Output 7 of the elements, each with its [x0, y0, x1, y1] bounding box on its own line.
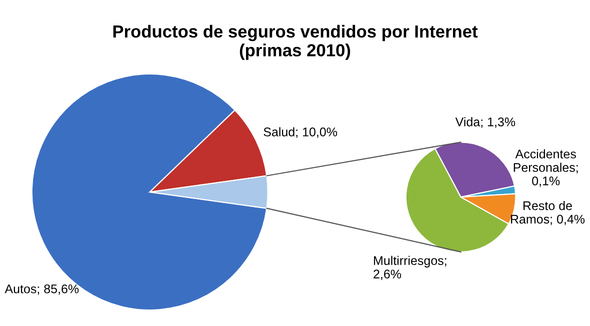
- slice-label: Vida; 1,3%: [455, 117, 516, 128]
- slice-label: Autos; 85,6%: [4, 284, 79, 295]
- slice-label: Salud; 10,0%: [264, 127, 338, 138]
- slice-label: Resto de Ramos; 0,4%: [510, 200, 585, 226]
- slice-label: Accidentes Personales; 0,1%: [514, 149, 578, 187]
- slice-label: Multirriesgos; 2,6%: [374, 256, 446, 280]
- chart-title: Productos de seguros vendidos por Internet (primas 2010): [113, 24, 478, 60]
